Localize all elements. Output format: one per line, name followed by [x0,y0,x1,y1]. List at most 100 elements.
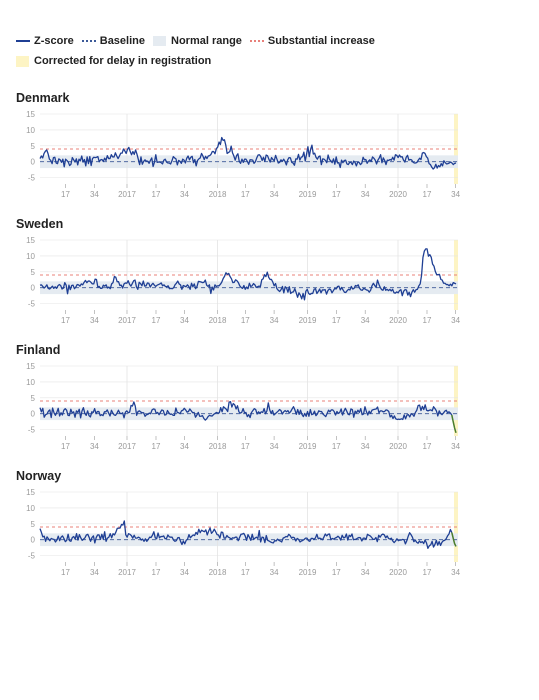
x-tick-label: 17 [241,442,250,451]
x-tick-label: 17 [332,568,341,577]
y-tick-label: 15 [26,236,35,245]
x-tick-label: 17 [152,316,161,325]
legend-zscore[interactable]: Z-score [16,35,74,47]
y-tick-label: 10 [26,252,35,261]
x-tick-label: 34 [361,316,370,325]
x-tick-label: 17 [61,442,70,451]
x-tick-label: 17 [332,190,341,199]
y-tick-label: 5 [31,520,36,529]
x-tick-label: 2020 [389,190,407,199]
x-tick-label: 34 [270,568,279,577]
corrected-zscore-line [451,532,457,547]
x-tick-label: 34 [270,316,279,325]
y-tick-label: 5 [31,268,36,277]
zscore-swatch [16,40,30,42]
x-tick-label: 34 [361,568,370,577]
legend-baseline-label: Baseline [99,35,145,47]
y-tick-label: -5 [28,174,36,183]
x-tick-label: 17 [152,568,161,577]
x-tick-label: 17 [332,316,341,325]
x-tick-label: 34 [90,190,99,199]
x-tick-label: 2020 [389,568,407,577]
x-tick-label: 2019 [299,442,317,451]
x-tick-label: 34 [361,190,370,199]
x-tick-label: 2017 [118,190,136,199]
chart-title-denmark: Denmark [16,91,70,105]
x-tick-label: 17 [152,190,161,199]
legend-baseline[interactable]: Baseline [81,35,145,47]
legend-zscore-label: Z-score [34,35,74,47]
legend-delay-correction[interactable]: Corrected for delay in registration [16,55,211,67]
x-tick-label: 17 [241,568,250,577]
x-tick-label: 34 [180,316,189,325]
legend-normal-range[interactable]: Normal range [153,35,242,47]
substantial-increase-swatch [249,40,264,42]
y-tick-label: 5 [31,394,36,403]
y-tick-label: -5 [28,426,36,435]
x-tick-label: 34 [180,442,189,451]
x-tick-label: 34 [270,190,279,199]
x-tick-label: 34 [451,568,460,577]
y-tick-label: 10 [26,126,35,135]
x-tick-label: 17 [423,190,432,199]
x-tick-label: 17 [241,316,250,325]
x-tick-label: 17 [152,442,161,451]
x-tick-label: 2020 [389,316,407,325]
chart-norway: -5 0 5 10 15 17 34 2017 17 34 2018 17 34 2019 17 34 2020… [26,488,461,577]
y-tick-label: 15 [26,488,35,497]
legend-normal-range-label: Normal range [171,35,242,47]
x-tick-label: 34 [361,442,370,451]
x-tick-label: 34 [451,316,460,325]
x-tick-label: 17 [423,442,432,451]
x-tick-label: 2019 [299,316,317,325]
zscore-series-line [39,520,453,549]
y-tick-label: -5 [28,300,36,309]
normal-range-swatch [153,36,166,46]
y-tick-label: 10 [26,504,35,513]
legend-row-2: Corrected for delay in registration [16,52,526,70]
x-tick-label: 34 [180,190,189,199]
x-tick-label: 34 [180,568,189,577]
x-tick-label: 34 [90,442,99,451]
x-tick-label: 34 [90,316,99,325]
chart-denmark: -5 0 5 10 15 17 34 2017 17 34 2018 17 34 2019 17 34 2020… [26,110,461,199]
y-tick-label: 10 [26,378,35,387]
y-tick-label: 0 [31,284,36,293]
zscore-series-line [39,136,457,170]
chart-title-sweden: Sweden [16,217,64,231]
chart-finland: -5 0 5 10 15 17 34 2017 17 34 2018 17 34 2019 17 34 2020… [26,362,461,451]
x-tick-label: 17 [61,316,70,325]
y-tick-label: 15 [26,110,35,119]
x-tick-label: 2017 [118,442,136,451]
baseline-swatch [81,40,96,42]
y-tick-label: -5 [28,552,36,561]
x-tick-label: 34 [451,190,460,199]
corrected-zscore-line [451,414,457,434]
y-tick-label: 0 [31,536,36,545]
x-tick-label: 2018 [209,190,227,199]
chart-title-finland: Finland [16,343,61,357]
x-tick-label: 2018 [209,568,227,577]
legend-substantial-increase[interactable]: Substantial increase [249,35,375,47]
x-tick-label: 17 [332,442,341,451]
delay-correction-swatch [16,55,29,67]
x-tick-label: 17 [61,568,70,577]
x-tick-label: 34 [90,568,99,577]
chart-title-norway: Norway [16,469,62,483]
x-tick-label: 2018 [209,316,227,325]
zscore-series-line [39,400,453,421]
x-tick-label: 2019 [299,190,317,199]
y-tick-label: 0 [31,410,36,419]
legend-row-1: Z-score Baseline Normal range Substantia… [16,32,526,50]
x-tick-label: 2018 [209,442,227,451]
zscore-series-line [39,248,457,301]
x-tick-label: 2020 [389,442,407,451]
x-tick-label: 2019 [299,568,317,577]
x-tick-label: 34 [270,442,279,451]
x-tick-label: 34 [451,442,460,451]
x-tick-label: 17 [423,568,432,577]
x-tick-label: 17 [423,316,432,325]
y-tick-label: 5 [31,142,36,151]
legend-delay-correction-label: Corrected for delay in registration [34,55,212,67]
y-tick-label: 0 [31,158,36,167]
